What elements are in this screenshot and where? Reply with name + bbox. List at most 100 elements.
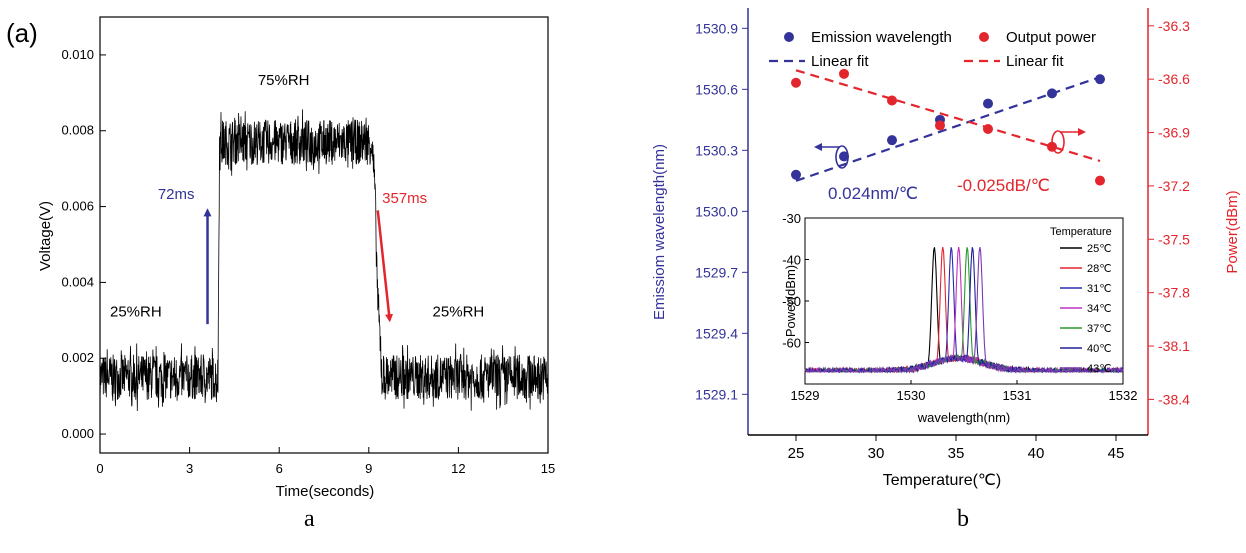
x-tick-label-b: 40 [1028,445,1045,462]
legend-marker [979,32,989,42]
inset-x-tick-label: 1532 [1109,388,1138,403]
inset-y-tick-label: -60 [782,336,801,351]
legend-label: Linear fit [1006,53,1064,70]
x-tick-label-a: 15 [541,461,555,476]
inset-spectrum-chart: 1529 1530 1531 1532 -30 -40 -50 -60 wavelength(n… [782,211,1137,425]
y-tick-label-a: 0.010 [61,47,94,62]
data-point-power [935,120,945,131]
y-tick-label-right-b: -37.2 [1158,178,1190,194]
y-tick-label-right-b: -38.1 [1158,338,1190,354]
data-point-power [791,77,801,88]
x-tick-label-a: 0 [96,461,103,476]
y-tick-label-left-b: 1529.1 [695,386,738,402]
voltage-trace-line [99,109,549,412]
data-point-power [839,68,849,79]
chart-a: (a) 0 3 6 9 12 15 0.000 0.002 0.004 0.006 0.008 0.0… [6,16,555,500]
annotation-a: 75%RH [258,72,310,89]
x-tick-label-b: 25 [788,445,805,462]
plot-frame-a [99,16,549,454]
y-tick-label-a: 0.006 [61,199,94,214]
y-axis-label-left-b: Emissiom wavelength(nm) [651,144,668,320]
panel-label-a: (a) [6,18,38,48]
inset-legend-label: 28℃ [1087,263,1112,275]
y-tick-label-a: 0.004 [61,274,94,289]
annotation-a: 72ms [158,186,195,203]
legend-label: Output power [1006,29,1096,46]
inset-legend-label: 31℃ [1087,283,1112,295]
inset-legend-label: 37℃ [1087,323,1112,335]
spectrum-line [804,247,1124,374]
x-tick-label-a: 6 [276,461,283,476]
y-tick-label-right-b: -37.5 [1158,231,1190,247]
y-tick-label-right-b: -36.3 [1158,18,1190,34]
x-tick-label-a: 12 [451,461,465,476]
x-axis-label-b: Temperature(℃) [883,472,1001,489]
y-tick-label-left-b: 1530.6 [695,81,738,97]
inset-y-tick-label: -50 [782,294,801,309]
inset-legend-label: 43℃ [1087,363,1112,375]
inset-x-tick-label: 1531 [1003,388,1032,403]
inset-y-tick-label: -30 [782,211,801,226]
y-tick-label-a: 0.008 [61,123,94,138]
voltage-signal-trace [99,109,549,412]
transition-arrow [376,210,394,323]
data-point-power [1095,175,1105,186]
y-axis-label-right-b: Power(dBm) [1224,190,1241,273]
inset-legend-label: 40℃ [1087,343,1112,355]
axes-b: 25 30 35 40 45 1529.1 1529.4 1529.7 1530.0 1530.3… [695,8,1190,462]
annotations-a: 75%RH 25%RH 25%RH 72ms 357ms [110,72,485,325]
y-tick-label-left-b: 1530.3 [695,142,738,158]
x-tick-label-a: 9 [365,461,372,476]
data-point-power [887,95,897,106]
x-axis-label-a: Time(seconds) [276,483,375,500]
slope-annotation-wavelength: 0.024nm/℃ [828,184,918,203]
axis-indicator-arrows [814,128,1086,169]
left-axis-indicator-curl [835,145,849,169]
y-tick-label-right-b: -36.9 [1158,125,1190,141]
right-axis-indicator-curl [1051,130,1065,154]
x-tick-label-b: 45 [1108,445,1125,462]
data-b [791,68,1105,186]
x-tick-label-b: 30 [868,445,885,462]
legend-label: Emission wavelength [811,29,952,46]
slope-annotation-power: -0.025dB/℃ [957,176,1050,195]
y-tick-label-left-b: 1530.9 [695,20,738,36]
y-tick-label-left-b: 1530.0 [695,203,738,219]
data-point-wavelength [887,135,897,146]
annotation-a: 357ms [382,190,427,207]
caption-b: b [957,506,969,532]
annotation-a: 25%RH [433,304,485,321]
axes-a: 0 3 6 9 12 15 0.000 0.002 0.004 0.006 0.008 0.010 [61,47,555,476]
inset-y-tick-label: -40 [782,253,801,268]
y-tick-label-right-b: -38.4 [1158,391,1190,407]
inset-legend-title: Temperature [1050,226,1112,238]
inset-legend-label: 25℃ [1087,243,1112,255]
inset-legend-label: 34℃ [1087,303,1112,315]
x-tick-label-a: 3 [186,461,193,476]
legend-label: Linear fit [811,53,869,70]
data-point-wavelength [1047,88,1057,99]
data-point-wavelength [839,151,849,162]
y-tick-label-a: 0.002 [61,350,94,365]
caption-a: a [304,506,315,532]
y-tick-label-a: 0.000 [61,426,94,441]
x-tick-label-b: 35 [948,445,965,462]
inset-y-axis-label: Power(dBm) [783,265,798,337]
y-tick-label-right-b: -37.8 [1158,285,1190,301]
data-point-wavelength [983,98,993,109]
legend-b: Emission wavelength Linear fit Output powe… [769,29,1096,70]
y-tick-label-right-b: -36.6 [1158,71,1190,87]
chart-b: 25 30 35 40 45 1529.1 1529.4 1529.7 1530.0 1530.3… [651,8,1241,489]
y-axis-label-a: Voltage(V) [37,201,54,271]
linear-fit-line [795,69,1101,163]
y-tick-label-left-b: 1529.7 [695,264,738,280]
y-tick-label-left-b: 1529.4 [695,325,738,341]
annotation-a: 25%RH [110,304,162,321]
inset-x-tick-label: 1530 [897,388,926,403]
inset-x-axis-label: wavelength(nm) [917,410,1011,425]
data-point-power [983,123,993,134]
legend-marker [784,32,794,42]
data-point-wavelength [1095,74,1105,85]
inset-x-tick-label: 1529 [791,388,820,403]
